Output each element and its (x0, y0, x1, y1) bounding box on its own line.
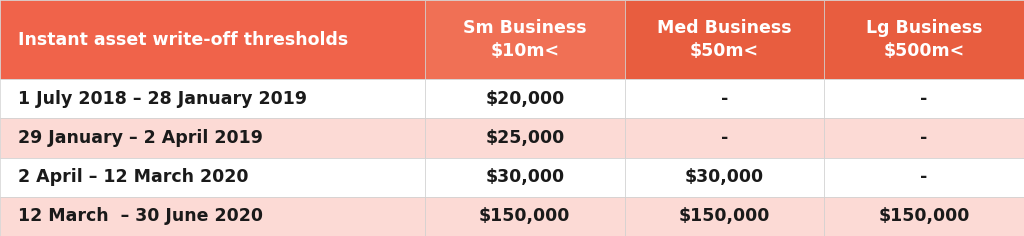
Bar (824, 158, 1024, 197)
Text: -: - (921, 129, 928, 147)
Bar (625, 158, 824, 197)
Text: $25,000: $25,000 (485, 129, 564, 147)
Bar (0, 197, 425, 236)
Text: Sm Business
$10m<: Sm Business $10m< (463, 19, 587, 60)
Text: $150,000: $150,000 (879, 207, 970, 225)
Bar (824, 197, 1024, 236)
Text: $30,000: $30,000 (485, 168, 564, 186)
Text: -: - (921, 90, 928, 108)
Text: $20,000: $20,000 (485, 90, 564, 108)
Bar (625, 197, 824, 236)
Text: -: - (721, 90, 728, 108)
Text: 29 January – 2 April 2019: 29 January – 2 April 2019 (18, 129, 263, 147)
Bar (824, 79, 1024, 118)
Text: $150,000: $150,000 (679, 207, 770, 225)
Bar (425, 158, 625, 197)
Text: -: - (721, 129, 728, 147)
Text: Med Business
$50m<: Med Business $50m< (657, 19, 792, 60)
Bar (425, 197, 625, 236)
Bar (0, 79, 425, 118)
Bar (425, 0, 625, 79)
Bar (625, 79, 824, 118)
Text: 12 March  – 30 June 2020: 12 March – 30 June 2020 (18, 207, 263, 225)
Bar (425, 79, 625, 118)
Bar (0, 158, 425, 197)
Bar (824, 118, 1024, 158)
Bar (0, 118, 425, 158)
Text: Lg Business
$500m<: Lg Business $500m< (866, 19, 982, 60)
Text: -: - (921, 168, 928, 186)
Text: $150,000: $150,000 (479, 207, 570, 225)
Text: Instant asset write-off thresholds: Instant asset write-off thresholds (18, 30, 349, 49)
Text: 1 July 2018 – 28 January 2019: 1 July 2018 – 28 January 2019 (18, 90, 307, 108)
Text: $30,000: $30,000 (685, 168, 764, 186)
Bar (625, 0, 824, 79)
Bar (824, 0, 1024, 79)
Bar (0, 0, 425, 79)
Bar (425, 118, 625, 158)
Bar (625, 118, 824, 158)
Text: 2 April – 12 March 2020: 2 April – 12 March 2020 (18, 168, 249, 186)
